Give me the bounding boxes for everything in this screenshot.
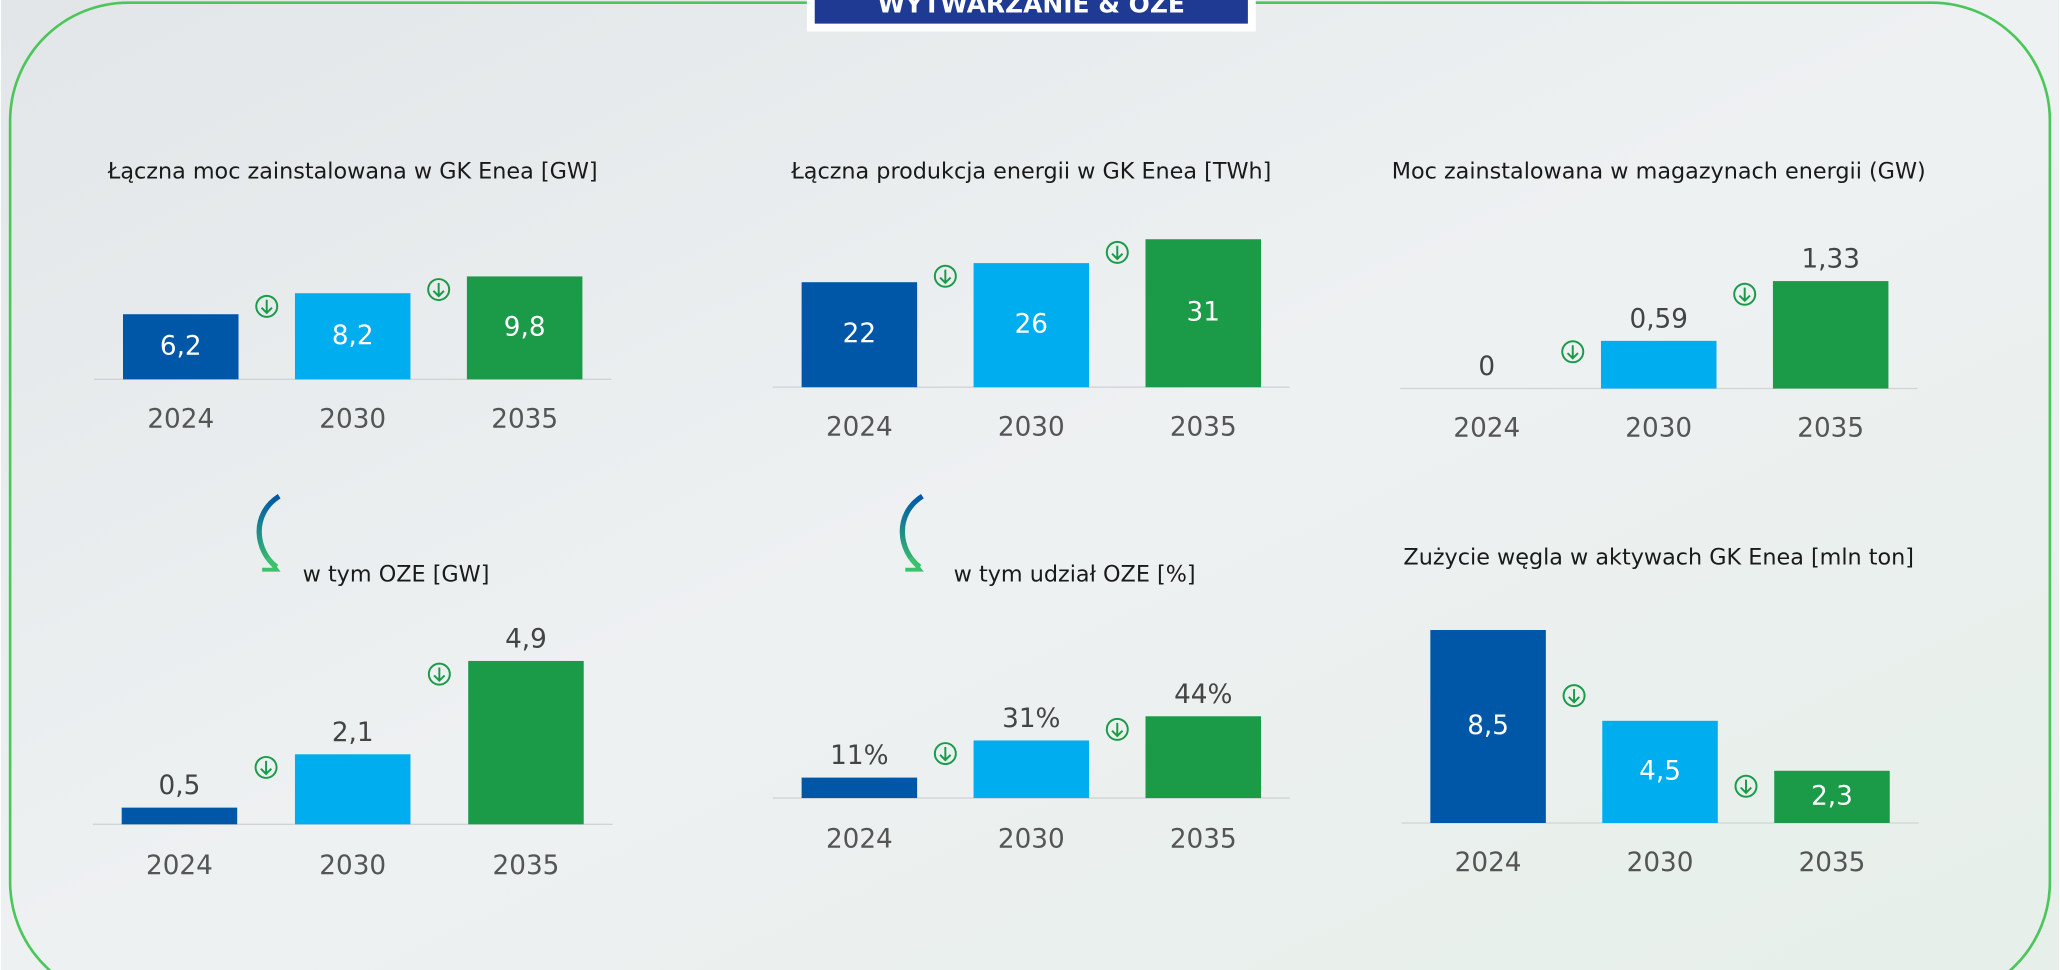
- value-label: 11%: [830, 741, 888, 771]
- x-tick-label: 2035: [1799, 848, 1866, 878]
- bar: [123, 314, 239, 380]
- x-tick-label: 2035: [1170, 825, 1237, 855]
- trend-icon: [933, 742, 957, 766]
- bar: [1774, 770, 1890, 823]
- value-label: 31%: [1002, 704, 1060, 734]
- trend-arrow: [432, 282, 445, 298]
- bar: [1145, 716, 1262, 799]
- x-tick-label: 2030: [998, 412, 1065, 442]
- trend-icon: [1734, 774, 1758, 798]
- value-label: 4,9: [505, 624, 547, 654]
- trend-arrow: [260, 299, 273, 315]
- trend-arrow: [939, 747, 952, 762]
- value-label: 0,5: [159, 771, 201, 801]
- chart-title: Łączna moc zainstalowana w GK Enea [GW]: [107, 158, 598, 184]
- trend-icon: [427, 662, 451, 686]
- trend-arrow: [1111, 722, 1124, 738]
- bar: [1772, 281, 1889, 389]
- bar: [1600, 340, 1717, 389]
- x-tick-label: 2030: [998, 825, 1065, 855]
- value-label: 2,1: [332, 718, 374, 748]
- chart-title: Moc zainstalowana w magazynach energii (…: [1392, 158, 1926, 184]
- x-tick-label: 2030: [1625, 414, 1692, 444]
- x-tick-label: 2024: [826, 825, 893, 855]
- trend-arrow: [1738, 287, 1751, 303]
- value-label: 22: [843, 319, 876, 349]
- bar: [294, 293, 411, 380]
- trend-icon: [1562, 684, 1586, 708]
- x-tick-label: 2035: [491, 405, 558, 435]
- chart-title: w tym udział OZE [%]: [954, 561, 1196, 587]
- value-label: 44%: [1174, 680, 1232, 710]
- chart-title: w tym OZE [GW]: [303, 561, 490, 587]
- value-label: 9,8: [504, 312, 546, 342]
- trend-arrow: [1568, 689, 1581, 704]
- x-tick-label: 2030: [319, 405, 386, 435]
- bar: [801, 282, 918, 388]
- trend-arrow: [939, 269, 952, 285]
- x-tick-label: 2024: [147, 405, 214, 435]
- trend-icon: [1105, 717, 1129, 741]
- x-tick-label: 2024: [1455, 848, 1522, 878]
- bar: [468, 660, 584, 825]
- trend-icon: [255, 294, 279, 318]
- trend-arrow: [1111, 245, 1124, 261]
- bar: [973, 263, 1090, 388]
- chart-title: Łączna produkcja energii w GK Enea [TWh]: [790, 158, 1271, 184]
- trend-icon: [427, 278, 451, 302]
- x-tick-label: 2024: [826, 412, 893, 442]
- trend-icon: [1561, 340, 1585, 364]
- x-tick-label: 2035: [1797, 414, 1864, 444]
- trend-icon: [1733, 282, 1757, 306]
- trend-arrow: [260, 760, 273, 776]
- bar: [1430, 630, 1546, 823]
- x-tick-label: 2030: [319, 851, 386, 881]
- bar: [1602, 720, 1718, 823]
- bar: [121, 807, 238, 825]
- x-tick-label: 2035: [1170, 412, 1237, 442]
- bar: [1145, 239, 1262, 388]
- trend-icon: [254, 755, 278, 779]
- trend-icon: [933, 264, 957, 288]
- trend-arrow: [433, 667, 446, 683]
- value-label: 26: [1015, 310, 1048, 340]
- curved-arrow-head: [262, 556, 281, 572]
- value-label: 8,5: [1467, 711, 1509, 741]
- x-tick-label: 2030: [1627, 848, 1694, 878]
- bar: [801, 777, 918, 799]
- curved-arrow-head: [905, 556, 924, 572]
- value-label: 8,2: [332, 321, 374, 351]
- value-label: 0,59: [1630, 304, 1688, 334]
- bar: [466, 276, 583, 380]
- bar: [294, 754, 411, 825]
- value-label: 31: [1187, 298, 1220, 328]
- value-label: 0: [1478, 352, 1495, 382]
- x-tick-label: 2024: [146, 851, 213, 881]
- trend-icon: [1105, 240, 1129, 264]
- value-label: 6,2: [160, 331, 202, 361]
- header-title: WYTWARZANIE & OZE: [878, 0, 1185, 18]
- bar: [973, 740, 1090, 799]
- header-box: [814, 0, 1248, 24]
- value-label: 4,5: [1639, 756, 1681, 786]
- trend-arrow: [1740, 779, 1752, 795]
- value-label: 2,3: [1811, 781, 1853, 811]
- x-tick-label: 2035: [493, 851, 560, 881]
- value-label: 1,33: [1801, 245, 1859, 275]
- trend-arrow: [1566, 345, 1579, 360]
- chart-title: Zużycie węgla w aktywach GK Enea [mln to…: [1403, 544, 1914, 570]
- x-tick-label: 2024: [1453, 414, 1520, 444]
